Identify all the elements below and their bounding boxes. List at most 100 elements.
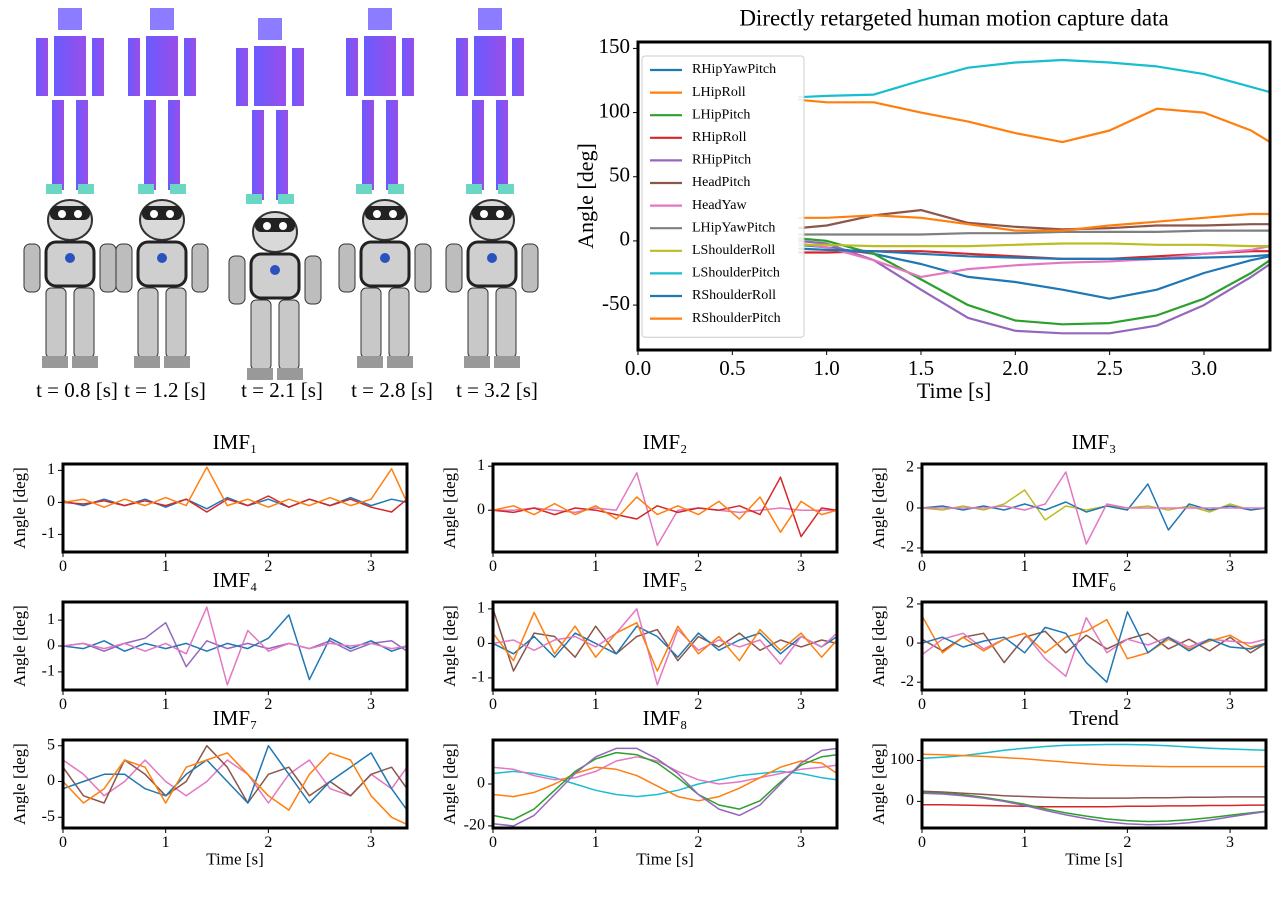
- plot-frame: [61, 600, 409, 692]
- x-tick-label: 2: [1123, 834, 1131, 851]
- y-tick-label: 0: [620, 227, 631, 251]
- series-line: [63, 752, 407, 826]
- y-tick-label: 100: [890, 751, 914, 768]
- x-tick-label: 0: [59, 696, 67, 713]
- y-tick-label: 0: [477, 775, 485, 792]
- x-tick-label: 2: [264, 834, 272, 851]
- chart-title: Directly retargeted human motion capture…: [739, 5, 1168, 30]
- legend-label: RHipYawPitch: [692, 62, 776, 77]
- y-tick-label: 0: [47, 493, 55, 510]
- plot-frame: [491, 462, 839, 554]
- y-tick-label: -1: [42, 525, 55, 542]
- legend-label: HeadPitch: [692, 175, 750, 190]
- plot-lines: [493, 608, 837, 686]
- x-tick-label: 2: [1123, 696, 1131, 713]
- plot-frame: [491, 600, 839, 692]
- legend-label: LShoulderPitch: [692, 266, 780, 281]
- x-tick-label: 1.0: [814, 356, 840, 380]
- x-tick-label: 1: [162, 696, 170, 713]
- series-line: [493, 496, 837, 533]
- robot-photo: [22, 198, 118, 370]
- legend-label: RShoulderPitch: [692, 311, 781, 326]
- pose-images: [22, 8, 540, 382]
- x-tick-label: 1.5: [908, 356, 934, 380]
- x-tick-label: 0: [489, 558, 497, 575]
- chart: 0 1 2 3 0 1 IMF₂ Angle [deg]: [440, 430, 839, 575]
- x-axis-label: Time [s]: [636, 850, 693, 869]
- x-tick-label: 3: [1226, 696, 1234, 713]
- x-tick-label: 3: [797, 696, 805, 713]
- legend-label: RShoulderRoll: [692, 288, 776, 303]
- y-tick-label: 0: [477, 501, 485, 518]
- x-tick-label: 2.5: [1097, 356, 1123, 380]
- x-tick-label: 3: [367, 696, 375, 713]
- series-line: [798, 229, 1270, 236]
- chart-title: IMF₃: [1072, 430, 1117, 454]
- x-tick-label: 1: [1021, 558, 1029, 575]
- plot-frame: [61, 462, 409, 554]
- x-tick-label: 3: [1226, 834, 1234, 851]
- x-tick-label: 2: [694, 834, 702, 851]
- series-line: [922, 489, 1266, 521]
- series-line: [798, 209, 1270, 231]
- x-tick-label: 0: [918, 834, 926, 851]
- legend: RHipYawPitch LHipRoll LHipPitch RHipRoll RHi…: [641, 55, 805, 338]
- y-tick-label: 5: [47, 736, 55, 753]
- series-line: [493, 611, 837, 672]
- pose-caption: t = 0.8 [s]: [36, 378, 118, 402]
- x-tick-label: 1: [592, 834, 600, 851]
- series-line: [493, 608, 837, 686]
- pose-caption: t = 2.1 [s]: [241, 378, 323, 402]
- x-tick-label: 2.0: [1002, 356, 1028, 380]
- x-axis-label: Time [s]: [1065, 850, 1122, 869]
- series-line: [63, 466, 407, 508]
- plot-frame: [920, 600, 1268, 692]
- robot-photo: [337, 198, 433, 370]
- y-axis-label: Angle [deg]: [440, 605, 459, 687]
- chart-title: IMF₆: [1072, 568, 1117, 592]
- y-tick-label: 1: [47, 461, 55, 478]
- y-tick-label: -5: [42, 808, 55, 825]
- y-axis-label: Angle [deg]: [869, 743, 888, 825]
- series-line: [63, 744, 407, 811]
- plot-frame: [491, 738, 839, 830]
- plot-lines: [63, 744, 407, 826]
- y-tick-label: -1: [472, 669, 485, 686]
- series-line: [493, 751, 837, 821]
- x-axis-label: Time [s]: [917, 378, 991, 403]
- plot-lines: [63, 606, 407, 686]
- chart-title: IMF₂: [643, 430, 688, 454]
- chart-title: IMF₁: [213, 430, 258, 454]
- y-tick-label: 0: [906, 792, 914, 809]
- series-line: [922, 792, 1266, 826]
- x-tick-label: 2: [264, 558, 272, 575]
- series-line: [922, 790, 1266, 799]
- series-line: [798, 58, 1270, 99]
- y-tick-label: 1: [47, 611, 55, 628]
- pose-caption: t = 2.8 [s]: [351, 378, 433, 402]
- x-tick-label: 3: [367, 834, 375, 851]
- plot-lines: [922, 471, 1266, 545]
- x-tick-label: 3.0: [1191, 356, 1217, 380]
- legend-label: LHipYawPitch: [692, 220, 775, 235]
- x-tick-label: 3: [367, 558, 375, 575]
- pose-caption: t = 3.2 [s]: [456, 378, 538, 402]
- x-tick-label: 3: [1226, 558, 1234, 575]
- y-tick-label: -50: [602, 291, 630, 315]
- x-tick-label: 0: [489, 696, 497, 713]
- series-line: [922, 611, 1266, 683]
- pose-caption: t = 1.2 [s]: [124, 378, 206, 402]
- series-line: [922, 753, 1266, 768]
- series-line: [63, 614, 407, 681]
- series-line: [922, 471, 1266, 545]
- series-line: [798, 242, 1270, 248]
- plot-lines: [493, 472, 837, 547]
- robot-photo: [227, 210, 323, 382]
- x-axis-label: Time [s]: [206, 850, 263, 869]
